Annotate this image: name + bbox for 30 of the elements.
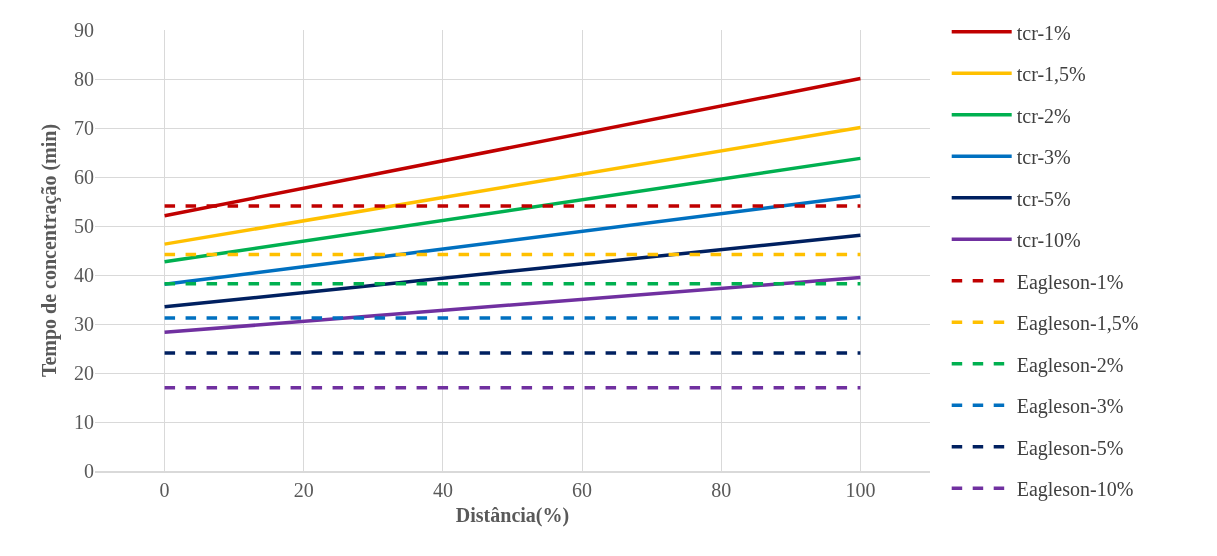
legend-label: Eagleson-1,5% (1016, 312, 1139, 336)
legend-label: Eagleson-2% (1016, 353, 1124, 377)
y-axis-title: Tempo de concentração (min) (37, 123, 61, 378)
y-tick-label: 40 (74, 264, 94, 286)
legend-label: Eagleson-1% (1016, 270, 1124, 294)
x-tick-label: 100 (845, 479, 876, 501)
y-tick-label: 30 (74, 313, 94, 335)
x-tick-label: 0 (159, 479, 170, 501)
legend-label: Eagleson-5% (1016, 436, 1124, 460)
x-tick-label: 40 (432, 479, 453, 501)
legend-label: Eagleson-10% (1016, 478, 1134, 502)
y-tick-label: 80 (74, 68, 94, 90)
legend-label: tcr-3% (1016, 146, 1071, 169)
y-tick-label: 60 (74, 166, 94, 188)
legend-label: tcr-1% (1016, 21, 1071, 44)
legend-label: Eagleson-3% (1016, 395, 1124, 419)
legend-label: tcr-5% (1016, 187, 1071, 210)
y-tick-label: 70 (74, 117, 94, 139)
y-tick-label: 20 (74, 362, 94, 384)
x-tick-label: 60 (572, 479, 593, 501)
x-tick-label: 80 (711, 479, 732, 501)
x-tick-label: 20 (293, 479, 314, 501)
y-tick-label: 10 (74, 411, 94, 433)
legend-label: tcr-1,5% (1016, 63, 1086, 86)
x-axis-title: Distância(%) (455, 504, 570, 527)
y-tick-label: 90 (74, 19, 94, 41)
y-tick-label: 50 (74, 215, 94, 237)
legend-label: tcr-2% (1016, 104, 1071, 127)
y-tick-label: 0 (84, 460, 94, 482)
legend-label: tcr-10% (1016, 229, 1081, 252)
